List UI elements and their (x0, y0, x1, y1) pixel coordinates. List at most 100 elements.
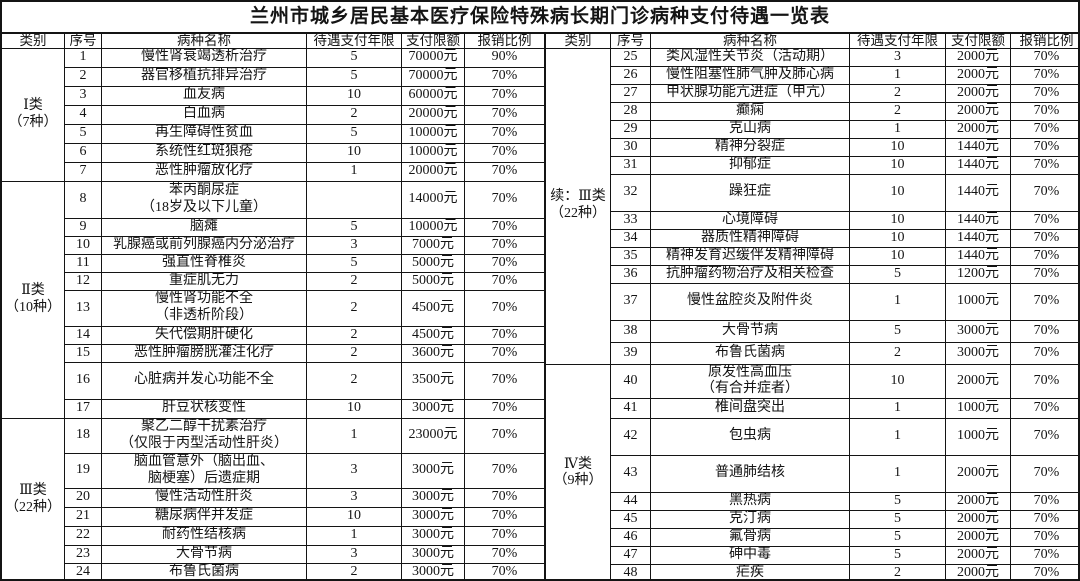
row-number-cell: 44 (610, 491, 651, 511)
reimbursement-ratio-cell: 70% (1010, 545, 1078, 565)
row-number-cell: 45 (610, 509, 651, 529)
disease-name-cell: 器质性精神障碍 (650, 228, 850, 248)
disease-name-cell: 强直性脊椎炎 (101, 253, 307, 273)
payment-limit-cell: 1440元 (945, 246, 1011, 266)
category-cell: Ⅲ类 （22种） (2, 417, 65, 579)
payment-years-cell: 2 (306, 289, 402, 327)
disease-name-cell: 心境障碍 (650, 210, 850, 230)
table-row: 46 氟骨病 5 2000元 70% (546, 527, 1078, 547)
row-number-cell: 32 (610, 173, 651, 212)
payment-years-cell: 10 (849, 363, 946, 399)
reimbursement-ratio-cell: 70% (464, 452, 545, 489)
disease-name-cell: 布鲁氏菌病 (650, 341, 850, 365)
table-row: 20 慢性活动性肝炎 3 3000元 70% (2, 487, 545, 508)
payment-limit-cell: 3000元 (401, 562, 465, 579)
tables-container: 类别 序号 病种名称 待遇支付年限 支付限额 报销比例 Ⅰ类 （7种） 1 慢性肾衰竭透析治疗… (2, 33, 1078, 579)
payment-years-cell: 5 (306, 123, 402, 144)
table-row: 37 慢性盆腔炎及附件炎 1 1000元 70% (546, 282, 1078, 321)
disease-name-cell: 大骨节病 (101, 544, 307, 564)
payment-years-cell: 5 (849, 527, 946, 547)
payment-years-cell: 2 (306, 104, 402, 125)
table-header: 类别 序号 病种名称 待遇支付年限 支付限额 报销比例 (545, 33, 1078, 49)
disease-name-cell: 躁狂症 (650, 173, 850, 212)
disease-name-cell: 原发性高血压 （有合并症者） (650, 363, 850, 399)
disease-name-cell: 乳腺癌或前列腺癌内分泌治疗 (101, 235, 307, 255)
payment-years-cell: 1 (306, 161, 402, 182)
table-body: 续：Ⅲ类 （22种） 25 类风湿性关节炎（活动期） 3 2000元 70% 26 慢性阻塞性… (545, 47, 1078, 579)
row-number-cell: 7 (64, 161, 102, 182)
payment-years-cell: 10 (306, 506, 402, 527)
reimbursement-ratio-cell: 70% (464, 361, 545, 400)
disease-name-cell: 椎间盘突出 (650, 397, 850, 419)
row-number-cell: 25 (610, 47, 651, 67)
reimbursement-ratio-cell: 70% (464, 562, 545, 579)
payment-limit-cell: 5000元 (401, 271, 465, 291)
table-row: 42 包虫病 1 1000元 70% (546, 417, 1078, 456)
payment-years-cell: 10 (849, 173, 946, 212)
row-number-cell: 2 (64, 66, 102, 87)
table-row: 29 克山病 1 2000元 70% (546, 119, 1078, 139)
row-number-cell: 28 (610, 101, 651, 121)
payment-years-cell: 5 (306, 217, 402, 237)
payment-years-cell: 5 (849, 319, 946, 343)
table-row: 36 抗肿瘤药物治疗及相关检查 5 1200元 70% (546, 264, 1078, 284)
row-number-cell: 37 (610, 282, 651, 321)
disease-name-cell: 心脏病并发心功能不全 (101, 361, 307, 400)
header-category: 类别 (545, 33, 611, 49)
payment-years-cell: 10 (306, 142, 402, 163)
reimbursement-ratio-cell: 70% (1010, 173, 1078, 212)
row-number-cell: 22 (64, 525, 102, 546)
row-number-cell: 4 (64, 104, 102, 125)
reimbursement-ratio-cell: 70% (464, 325, 545, 345)
table-row: 22 耐药性结核病 1 3000元 70% (2, 525, 545, 546)
table-row: 5 再生障碍性贫血 5 10000元 70% (2, 123, 545, 144)
payment-limit-cell: 2000元 (945, 65, 1011, 85)
row-number-cell: 43 (610, 454, 651, 493)
payment-years-cell: 10 (306, 85, 402, 106)
payment-years-cell: 2 (306, 361, 402, 400)
reimbursement-ratio-cell: 70% (1010, 264, 1078, 284)
payment-years-cell: 2 (849, 563, 946, 579)
disease-name-cell: 器官移植抗排异治疗 (101, 66, 307, 87)
row-number-cell: 26 (610, 65, 651, 85)
payment-limit-cell: 3000元 (945, 319, 1011, 343)
disease-name-cell: 脑血管意外（脑出血、 脑梗塞）后遗症期 (101, 452, 307, 489)
reimbursement-ratio-cell: 70% (464, 343, 545, 363)
payment-years-cell: 5 (849, 491, 946, 511)
row-number-cell: 21 (64, 506, 102, 527)
reimbursement-ratio-cell: 70% (1010, 491, 1078, 511)
payment-years-cell (306, 180, 402, 219)
reimbursement-ratio-cell: 70% (464, 271, 545, 291)
payment-limit-cell: 1000元 (945, 417, 1011, 456)
header-row: 类别 序号 病种名称 待遇支付年限 支付限额 报销比例 (2, 33, 545, 49)
row-number-cell: 41 (610, 397, 651, 419)
category-cell: Ⅳ类 （9种） (545, 363, 611, 579)
payment-limit-cell: 2000元 (945, 47, 1011, 67)
table-row: 27 甲状腺功能亢进症（甲亢） 2 2000元 70% (546, 83, 1078, 103)
row-number-cell: 30 (610, 137, 651, 157)
reimbursement-ratio-cell: 70% (1010, 137, 1078, 157)
reimbursement-ratio-cell: 70% (464, 398, 545, 419)
payment-limit-cell: 2000元 (945, 119, 1011, 139)
disease-name-cell: 克山病 (650, 119, 850, 139)
payment-years-cell: 1 (849, 282, 946, 321)
reimbursement-ratio-cell: 70% (1010, 101, 1078, 121)
reimbursement-ratio-cell: 70% (464, 85, 545, 106)
table-row: 21 糖尿病伴并发症 10 3000元 70% (2, 506, 545, 527)
payment-years-cell: 3 (306, 235, 402, 255)
table-row: 6 系统性红斑狼疮 10 10000元 70% (2, 142, 545, 163)
disease-name-cell: 系统性红斑狼疮 (101, 142, 307, 163)
reimbursement-ratio-cell: 70% (1010, 363, 1078, 399)
reimbursement-ratio-cell: 70% (1010, 319, 1078, 343)
header-payment-years: 待遇支付年限 (306, 33, 402, 49)
table-row: 9 脑瘫 5 10000元 70% (2, 217, 545, 237)
disease-name-cell: 血友病 (101, 85, 307, 106)
payment-limit-cell: 23000元 (401, 417, 465, 454)
payment-years-cell: 2 (849, 341, 946, 365)
reimbursement-ratio-cell: 70% (464, 417, 545, 454)
payment-limit-cell: 3600元 (401, 343, 465, 363)
payment-limit-cell: 3000元 (401, 544, 465, 564)
table-row: 47 砷中毒 5 2000元 70% (546, 545, 1078, 565)
payment-limit-cell: 2000元 (945, 509, 1011, 529)
